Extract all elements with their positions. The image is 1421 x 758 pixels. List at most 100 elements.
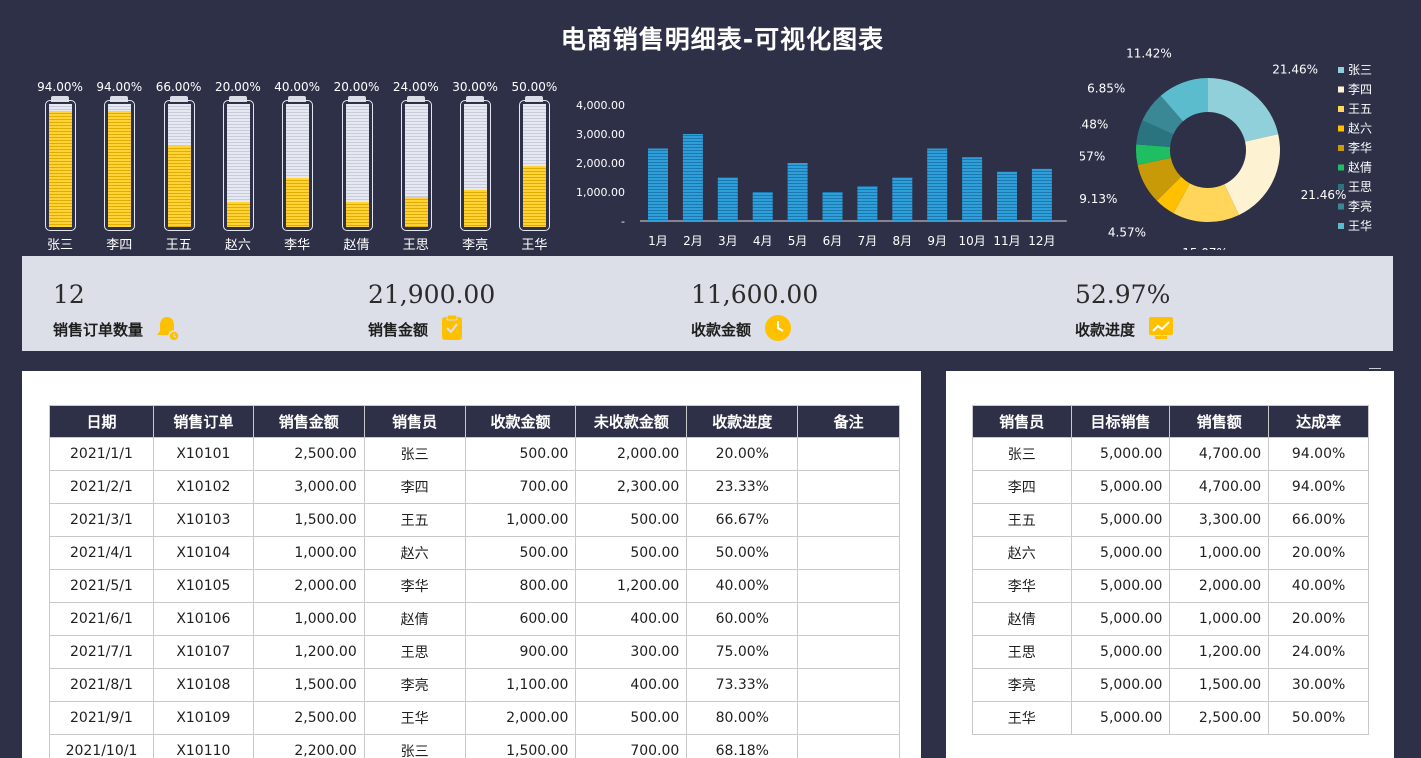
battery-body bbox=[460, 100, 492, 231]
x-tick-label: 3月 bbox=[718, 234, 738, 248]
targets-table: 销售员 目标销售 销售额 达成率 张三 5,000.00 4,700.00 94.00% 李四… bbox=[972, 405, 1369, 735]
battery-cap bbox=[466, 96, 485, 102]
tick-label: 李亮 bbox=[462, 238, 489, 253]
table-cell: 赵六 bbox=[972, 536, 1072, 570]
battery-body bbox=[163, 100, 195, 231]
bar bbox=[648, 148, 668, 221]
table-row: 2021/3/1 X10103 1,500.00 王五 1,000.00 500.00 66… bbox=[49, 503, 900, 537]
battery-track bbox=[523, 104, 547, 227]
battery-cap bbox=[288, 96, 307, 102]
table-row: 2021/5/1 X10105 2,000.00 李华 800.00 1,200.00 40… bbox=[49, 569, 900, 603]
table-cell: 40.00% bbox=[686, 569, 799, 603]
y-tick-label: - bbox=[621, 215, 625, 228]
table-cell: 2021/4/1 bbox=[49, 536, 154, 570]
kpi-value: 12 bbox=[53, 280, 85, 309]
table-cell: 1,000.00 bbox=[1169, 602, 1270, 636]
table-cell: 2021/7/1 bbox=[49, 635, 154, 669]
table-cell: 1,000.00 bbox=[464, 503, 577, 537]
bar bbox=[857, 186, 878, 221]
column-header: 达成率 bbox=[1268, 405, 1369, 438]
bar bbox=[927, 148, 948, 221]
table-cell: 1,100.00 bbox=[464, 668, 577, 702]
table-cell: 5,000.00 bbox=[1070, 536, 1171, 570]
table-cell: 500.00 bbox=[575, 701, 688, 735]
table-cell: X10107 bbox=[152, 635, 254, 669]
table-cell bbox=[797, 635, 900, 669]
table-cell: 李亮 bbox=[972, 668, 1072, 702]
table-cell bbox=[797, 734, 900, 758]
tick-label: 赵六 bbox=[224, 238, 251, 253]
data-label: 9.13% bbox=[1080, 192, 1117, 206]
table-row: 2021/2/1 X10102 3,000.00 李四 700.00 2,300.00 23… bbox=[49, 470, 900, 504]
table-cell: 5,000.00 bbox=[1070, 701, 1171, 735]
x-tick-label: 12月 bbox=[1028, 234, 1055, 248]
data-label: 24.00% bbox=[392, 80, 439, 94]
table-cell: 66.00% bbox=[1268, 503, 1369, 537]
bar bbox=[787, 163, 808, 221]
column-header: 销售员 bbox=[363, 405, 466, 438]
table-cell: 2021/3/1 bbox=[49, 503, 154, 537]
battery-bar: 20.00% 赵六 bbox=[208, 78, 268, 254]
battery-bar: 94.00% 张三 bbox=[30, 78, 90, 254]
sales-share-donut-chart: 21.46% 21.46% 15.07% 4.57% 9.13% 4.57% 5.48% 6.… bbox=[1080, 47, 1372, 250]
table-cell: 王华 bbox=[363, 701, 466, 735]
kpi-label: 收款进度 bbox=[1075, 321, 1136, 339]
table-cell bbox=[797, 668, 900, 702]
legend-swatch bbox=[1338, 223, 1344, 229]
table-cell: 李华 bbox=[972, 569, 1072, 603]
table-cell: 900.00 bbox=[464, 635, 577, 669]
battery-track bbox=[49, 104, 72, 227]
battery-fill bbox=[226, 202, 250, 227]
data-label: 4.57% bbox=[1108, 225, 1146, 239]
table-cell: 23.33% bbox=[686, 470, 799, 504]
table-cell: 2021/5/1 bbox=[49, 569, 154, 603]
table-cell: X10103 bbox=[152, 503, 254, 537]
table-cell: 1,500.00 bbox=[252, 668, 365, 702]
table-row: 赵倩 5,000.00 1,000.00 20.00% bbox=[972, 602, 1369, 636]
battery-bar: 50.00% 王华 bbox=[504, 78, 564, 254]
table-cell: 1,500.00 bbox=[464, 734, 577, 758]
data-label: 50.00% bbox=[511, 80, 558, 94]
battery-fill bbox=[404, 197, 428, 227]
x-tick-label: 7月 bbox=[858, 234, 878, 248]
pie-slice bbox=[1156, 176, 1190, 214]
x-tick-label: 2月 bbox=[683, 234, 703, 248]
table-cell bbox=[797, 437, 900, 471]
table-cell: 600.00 bbox=[464, 602, 577, 636]
tick-label: 李华 bbox=[284, 238, 311, 253]
table-cell: 2021/1/1 bbox=[49, 437, 154, 471]
targets-panel: 销售员 目标销售 销售额 达成率 张三 5,000.00 4,700.00 94.00% 李四… bbox=[946, 371, 1394, 758]
table-cell: 66.67% bbox=[686, 503, 799, 537]
table-cell: 2,000.00 bbox=[575, 437, 688, 471]
x-tick-label: 5月 bbox=[788, 234, 808, 248]
table-cell: 张三 bbox=[363, 437, 466, 471]
table-row: 2021/6/1 X10106 1,000.00 赵倩 600.00 400.00 60.0… bbox=[49, 602, 900, 636]
kpi-label: 收款金额 bbox=[691, 321, 752, 339]
legend-swatch bbox=[1338, 203, 1344, 210]
table-header-row: 销售员 目标销售 销售额 达成率 bbox=[972, 405, 1369, 438]
battery-cap bbox=[347, 96, 366, 102]
data-label: 94.00% bbox=[96, 80, 143, 94]
battery-bar: 30.00% 李亮 bbox=[445, 78, 505, 254]
legend-label: 李华 bbox=[1348, 140, 1372, 155]
battery-body bbox=[222, 100, 254, 231]
pie-slice bbox=[1136, 144, 1171, 165]
table-row: 王华 5,000.00 2,500.00 50.00% bbox=[972, 701, 1369, 735]
table-row: 2021/10/1 X10110 2,200.00 张三 1,500.00 700.00 6… bbox=[49, 734, 900, 758]
legend-label: 王思 bbox=[1348, 180, 1372, 194]
y-tick-label: 3,000.00 bbox=[576, 128, 625, 141]
table-cell: 700.00 bbox=[464, 470, 577, 504]
table-cell: 2,500.00 bbox=[252, 437, 365, 471]
table-cell: 李四 bbox=[363, 470, 466, 504]
table-cell: 400.00 bbox=[575, 602, 688, 636]
table-header-row: 日期 销售订单 销售金额 销售员 收款金额 未收款金额 收款进度 备注 bbox=[49, 405, 900, 438]
data-label: 4.57% bbox=[1080, 150, 1105, 164]
tick-label: 王五 bbox=[165, 238, 192, 253]
data-label: 94.00% bbox=[37, 80, 83, 94]
data-label: 40.00% bbox=[274, 80, 321, 94]
column-header: 日期 bbox=[49, 405, 154, 438]
battery-fill bbox=[523, 165, 547, 227]
table-row: 张三 5,000.00 4,700.00 94.00% bbox=[972, 437, 1369, 471]
table-cell: 2021/8/1 bbox=[49, 668, 154, 702]
column-header: 收款金额 bbox=[464, 405, 577, 438]
